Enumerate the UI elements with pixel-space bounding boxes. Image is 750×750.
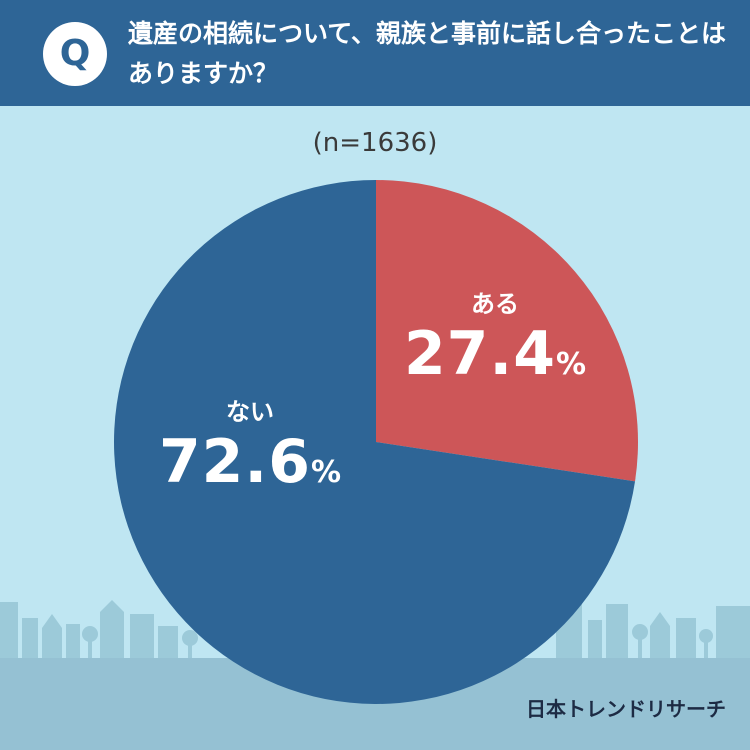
slice-value-yes: 27.4% (395, 319, 595, 400)
pie-slice-yes (376, 180, 638, 482)
slice-value-no: 72.6% (150, 427, 350, 508)
brand-logo-text: 日本トレンドリサーチ (526, 697, 726, 721)
slice-unit-yes: % (555, 347, 587, 382)
sample-size: (n=1636) (312, 128, 438, 158)
slice-name-no: ない (226, 398, 274, 426)
q-letter: Q (59, 33, 91, 74)
slice-label-no: ない 72.6% (150, 392, 350, 508)
skyline-illustration (0, 600, 750, 662)
slice-number-no: 72.6 (158, 427, 311, 497)
question-text: 遺産の相続について、親族と事前に話し合ったことはありますか？ (128, 19, 727, 88)
slice-label-yes: ある 27.4% (395, 284, 595, 400)
slice-name-yes: ある (471, 290, 519, 318)
slice-number-yes: 27.4 (403, 319, 556, 389)
slice-unit-no: % (310, 455, 342, 490)
pie-slice-no (113, 180, 636, 704)
question-header: Q 遺産の相続について、親族と事前に話し合ったことはありますか？ (0, 0, 750, 106)
pie-chart (113, 180, 638, 704)
q-badge: Q (43, 22, 107, 86)
